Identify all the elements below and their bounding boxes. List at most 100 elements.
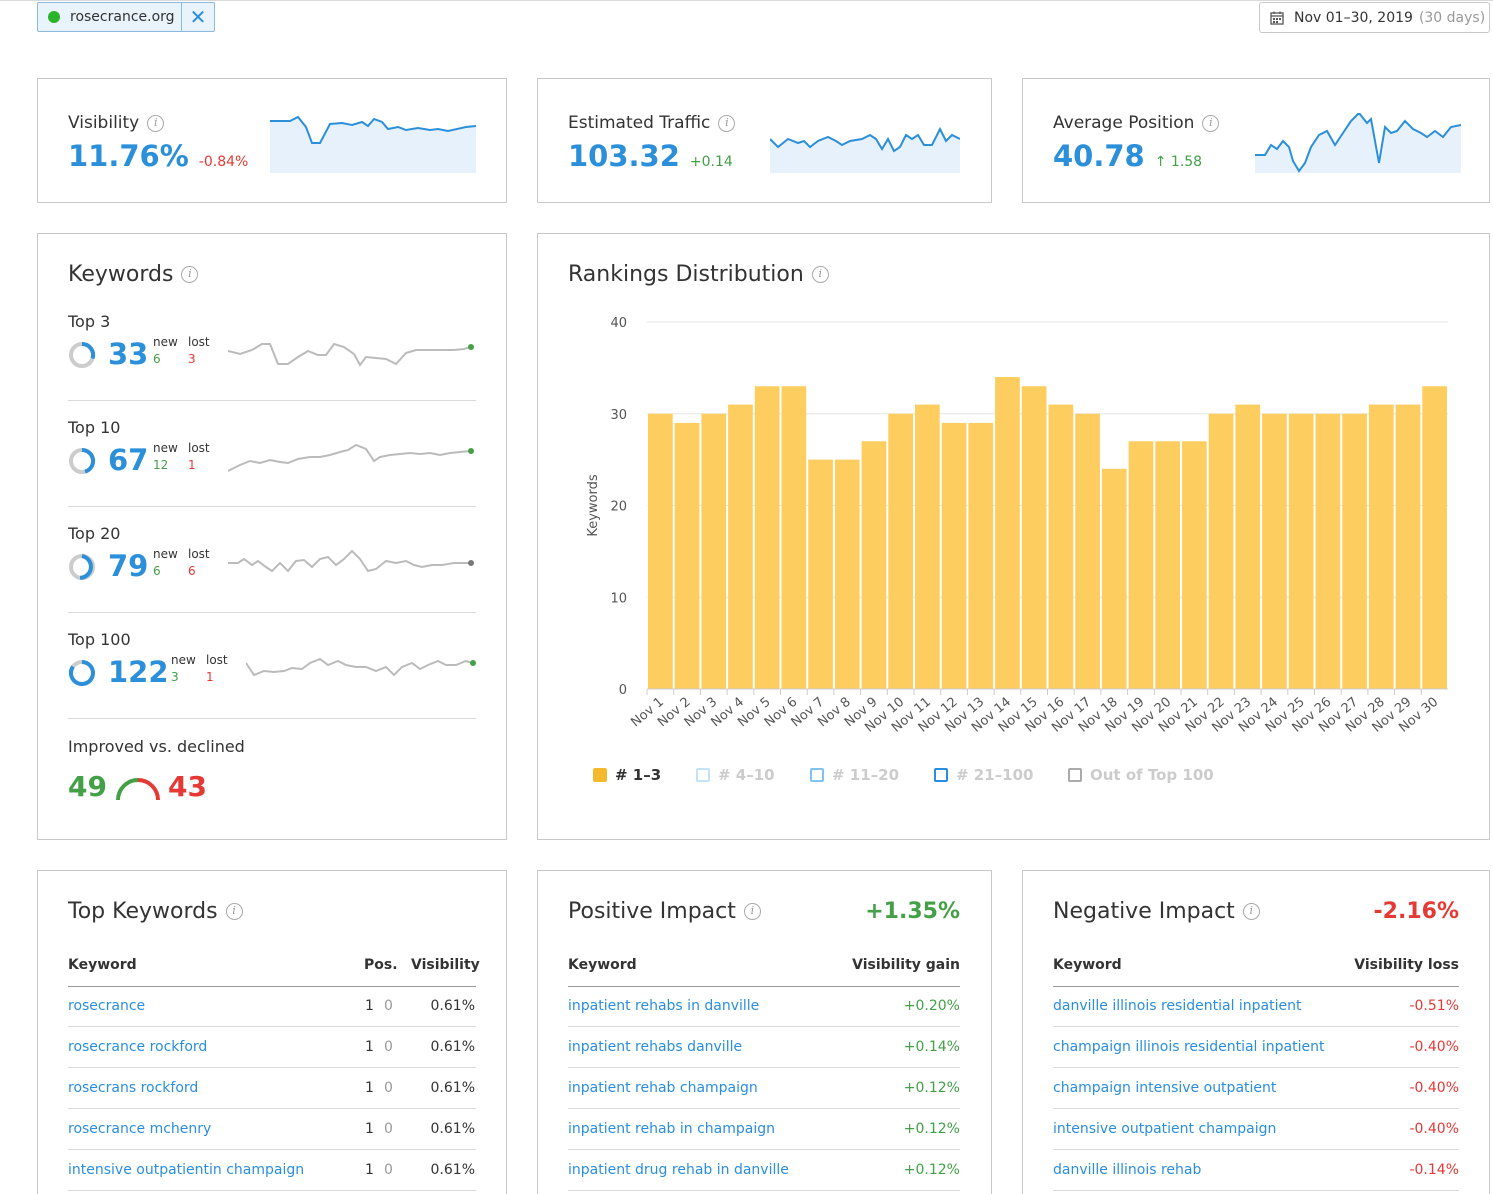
keyword-link[interactable]: intensive outpatientin champaign: [68, 1162, 305, 1178]
domain-filter-chip[interactable]: rosecrance.org ✕: [37, 2, 215, 32]
bar[interactable]: [1315, 413, 1341, 689]
bar[interactable]: [674, 422, 700, 689]
bar[interactable]: [1395, 404, 1421, 689]
legend-item[interactable]: Out of Top 100: [1068, 766, 1214, 784]
visibility-sparkline: [270, 115, 476, 173]
close-icon[interactable]: ✕: [181, 3, 214, 31]
col-keyword[interactable]: Keyword: [68, 957, 137, 973]
col-pos[interactable]: Pos.: [364, 957, 398, 973]
bar[interactable]: [1342, 413, 1367, 689]
keyword-link[interactable]: rosecrans rockford: [68, 1080, 199, 1096]
info-icon[interactable]: i: [743, 903, 761, 920]
info-icon[interactable]: i: [181, 266, 199, 283]
bar[interactable]: [754, 386, 780, 689]
status-dot-icon: [48, 11, 60, 23]
legend-item[interactable]: # 4–10: [696, 766, 775, 784]
bar[interactable]: [1262, 413, 1287, 689]
checkbox-icon[interactable]: [593, 768, 607, 782]
position-diff: 0: [384, 1162, 393, 1178]
date-range-label: Nov 01–30, 2019: [1294, 9, 1413, 26]
bar[interactable]: [995, 377, 1020, 689]
checkbox-icon[interactable]: [1068, 768, 1082, 782]
checkbox-icon[interactable]: [810, 768, 824, 782]
bar[interactable]: [888, 413, 913, 689]
keyword-link[interactable]: rosecrance rockford: [68, 1039, 208, 1055]
bar[interactable]: [1368, 404, 1394, 689]
visibility-loss-value: -0.40%: [1409, 1080, 1459, 1096]
visibility-gain-value: +0.14%: [903, 1039, 960, 1055]
calendar-icon: [1270, 11, 1284, 25]
top-keywords-title: Top Keywords i: [68, 899, 243, 924]
bar[interactable]: [1101, 468, 1127, 689]
bar[interactable]: [1288, 413, 1314, 689]
keyword-link[interactable]: inpatient rehabs danville: [568, 1039, 743, 1055]
keyword-link[interactable]: inpatient rehab champaign: [568, 1080, 758, 1096]
bar[interactable]: [1128, 441, 1154, 689]
keyword-link[interactable]: intensive outpatient champaign: [1053, 1121, 1277, 1137]
keywords-top100[interactable]: Top 100 122 new 3 lost 1: [68, 630, 476, 695]
col-visibility-loss[interactable]: Visibility loss: [1354, 957, 1459, 973]
bar[interactable]: [1235, 404, 1261, 689]
y-tick-label: 10: [610, 591, 627, 606]
checkbox-icon[interactable]: [934, 768, 948, 782]
checkbox-icon[interactable]: [696, 768, 710, 782]
top-divider: [0, 0, 1493, 1]
col-visibility-gain[interactable]: Visibility gain: [852, 957, 960, 973]
keyword-link[interactable]: danville illinois residential inpatient: [1053, 998, 1302, 1014]
bar[interactable]: [701, 413, 727, 689]
row-divider: [568, 1149, 960, 1150]
bar[interactable]: [728, 404, 753, 689]
row-divider: [1053, 1149, 1459, 1150]
new-count: new 12: [153, 441, 178, 472]
keyword-link[interactable]: rosecrance mchenry: [68, 1121, 212, 1137]
top100-sparkline: [246, 657, 476, 677]
keyword-link[interactable]: champaign intensive outpatient: [1053, 1080, 1277, 1096]
bar[interactable]: [648, 413, 673, 689]
keyword-link[interactable]: inpatient rehab in champaign: [568, 1121, 775, 1137]
bar[interactable]: [834, 459, 860, 689]
bar[interactable]: [1182, 441, 1207, 689]
col-keyword[interactable]: Keyword: [1053, 957, 1122, 973]
info-icon[interactable]: i: [718, 114, 736, 132]
bar[interactable]: [1155, 441, 1180, 689]
traffic-delta: +0.14: [689, 154, 733, 170]
keyword-link[interactable]: inpatient drug rehab in danville: [568, 1162, 789, 1178]
bar[interactable]: [1208, 413, 1234, 689]
keyword-link[interactable]: champaign illinois residential inpatient: [1053, 1039, 1325, 1055]
visibility-value: 0.61%: [430, 1080, 475, 1096]
bar[interactable]: [968, 422, 994, 689]
bar[interactable]: [941, 422, 967, 689]
info-icon[interactable]: i: [225, 903, 243, 920]
visibility-loss-value: -0.14%: [1409, 1162, 1459, 1178]
avg-position-delta: ↑ 1.58: [1154, 154, 1203, 170]
col-keyword[interactable]: Keyword: [568, 957, 637, 973]
keyword-link[interactable]: inpatient rehabs in danville: [568, 998, 760, 1014]
bar[interactable]: [808, 459, 833, 689]
keywords-top10[interactable]: Top 10 67 new 12 lost 1: [68, 418, 476, 483]
keyword-link[interactable]: rosecrance: [68, 998, 146, 1014]
info-icon[interactable]: i: [147, 114, 165, 132]
row-divider: [568, 1108, 960, 1109]
info-icon[interactable]: i: [811, 266, 829, 283]
keyword-link[interactable]: danville illinois rehab: [1053, 1162, 1202, 1178]
bar[interactable]: [1422, 386, 1447, 689]
position-diff: 0: [384, 1039, 393, 1055]
bar[interactable]: [915, 404, 940, 689]
position-diff: 0: [384, 998, 393, 1014]
info-icon[interactable]: i: [1202, 114, 1220, 132]
info-icon[interactable]: i: [1242, 903, 1260, 920]
col-visibility[interactable]: Visibility: [411, 957, 480, 973]
bar[interactable]: [861, 441, 887, 689]
keywords-top3[interactable]: Top 3 33 new 6 lost 3: [68, 312, 476, 377]
legend-item[interactable]: # 1–3: [593, 766, 661, 784]
bar[interactable]: [1075, 413, 1100, 689]
legend-item[interactable]: # 21–100: [934, 766, 1033, 784]
bar[interactable]: [1048, 404, 1074, 689]
position-value: 1: [365, 1121, 374, 1137]
keywords-top20[interactable]: Top 20 79 new 6 lost 6: [68, 524, 476, 589]
date-range-button[interactable]: Nov 01–30, 2019 (30 days): [1259, 2, 1490, 33]
traffic-card: Estimated Traffic i 103.32 +0.14: [537, 78, 992, 203]
legend-item[interactable]: # 11–20: [810, 766, 899, 784]
bar[interactable]: [1021, 386, 1047, 689]
bar[interactable]: [781, 386, 807, 689]
